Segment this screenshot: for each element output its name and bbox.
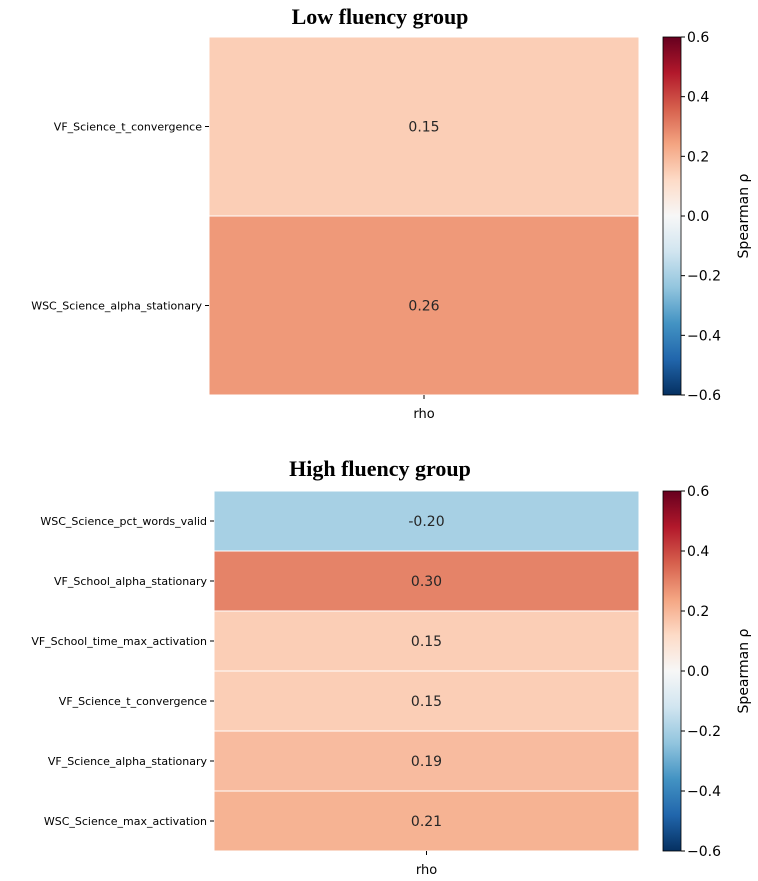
y-tick-label: WSC_Science_alpha_stationary bbox=[31, 300, 202, 313]
cell-value-label: 0.30 bbox=[411, 574, 442, 590]
cell-value-label: 0.15 bbox=[411, 634, 442, 650]
y-tick-label: VF_School_time_max_activation bbox=[31, 635, 207, 648]
colorbar-label: Spearman ρ bbox=[736, 628, 752, 713]
colorbar-tick-label: 0.2 bbox=[687, 604, 709, 620]
cell-value-label: 0.19 bbox=[411, 754, 442, 770]
heatmap-panel-1: Low fluency group 0.15 VF_Science_t_conver… bbox=[31, 4, 752, 422]
y-tick-label: VF_Science_alpha_stationary bbox=[48, 755, 208, 768]
colorbar-tick-label: −0.6 bbox=[687, 844, 721, 860]
colorbar-tick-label: −0.4 bbox=[687, 784, 721, 800]
cell-value-label: 0.15 bbox=[411, 694, 442, 710]
y-tick-label: WSC_Science_pct_words_valid bbox=[40, 515, 207, 528]
heatmap-cell bbox=[213, 550, 640, 612]
colorbar-tick-label: 0.4 bbox=[687, 544, 709, 560]
cell-value-label: 0.21 bbox=[411, 814, 442, 830]
heatmap-cell bbox=[213, 730, 640, 792]
colorbar-tick-label: 0.6 bbox=[687, 30, 709, 46]
colorbar-tick-label: −0.2 bbox=[687, 269, 721, 285]
cell-value-label: -0.20 bbox=[408, 514, 444, 530]
cell-value-label: 0.15 bbox=[408, 120, 439, 136]
heatmap-cell bbox=[208, 215, 640, 396]
heatmap-cell bbox=[208, 36, 640, 217]
colorbar-tick-label: 0.0 bbox=[687, 664, 709, 680]
x-tick-label: rho bbox=[416, 863, 437, 878]
heatmap-cell bbox=[213, 610, 640, 672]
cell-value-label: 0.26 bbox=[408, 299, 439, 315]
colorbar-tick-label: −0.6 bbox=[687, 388, 721, 404]
colorbar-tick-label: 0.2 bbox=[687, 149, 709, 165]
y-tick-label: VF_Science_t_convergence bbox=[59, 695, 207, 708]
y-tick-label: WSC_Science_max_activation bbox=[44, 815, 207, 828]
chart-title: Low fluency group bbox=[292, 4, 469, 29]
colorbar-tick-label: −0.2 bbox=[687, 724, 721, 740]
heatmap-panel-2: High fluency group -0.20 WSC_Science_pct_w… bbox=[31, 456, 752, 878]
y-tick-label: VF_Science_t_convergence bbox=[54, 121, 202, 134]
chart-title: High fluency group bbox=[289, 456, 471, 481]
x-tick-label: rho bbox=[413, 407, 434, 422]
colorbar-tick-label: 0.4 bbox=[687, 90, 709, 106]
colorbar-label: Spearman ρ bbox=[736, 173, 752, 258]
heatmap-cell bbox=[213, 790, 640, 852]
colorbar bbox=[662, 490, 682, 852]
y-tick-label: VF_School_alpha_stationary bbox=[54, 575, 207, 588]
colorbar-tick-label: −0.4 bbox=[687, 328, 721, 344]
colorbar-tick-label: 0.0 bbox=[687, 209, 709, 225]
colorbar-tick-label: 0.6 bbox=[687, 484, 709, 500]
colorbar bbox=[662, 36, 682, 396]
